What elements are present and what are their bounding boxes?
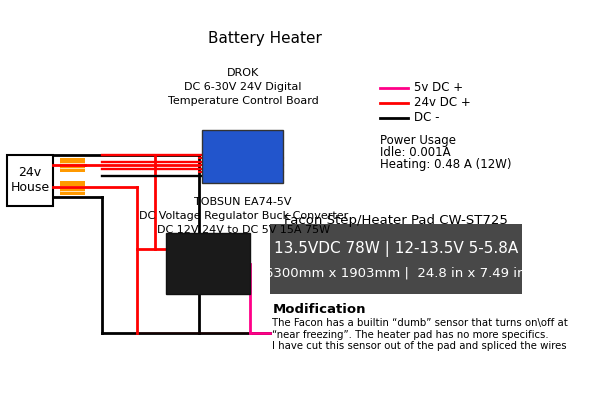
Text: DROK
DC 6-30V 24V Digital
Temperature Control Board: DROK DC 6-30V 24V Digital Temperature Co…: [168, 68, 319, 106]
Text: I have cut this sensor out of the pad and spliced the wires: I have cut this sensor out of the pad an…: [272, 341, 567, 351]
Text: 24v
House: 24v House: [10, 166, 50, 195]
Text: TOBSUN EA74-5V
DC Voltage Regulator Buck Converter
DC 12V 24V to DC 5V 15A 75W: TOBSUN EA74-5V DC Voltage Regulator Buck…: [139, 197, 348, 235]
Text: Heating: 0.48 A (12W): Heating: 0.48 A (12W): [380, 158, 512, 171]
Bar: [269, 224, 521, 294]
Bar: [60, 158, 85, 173]
Bar: [7, 155, 53, 206]
Text: 24v DC +: 24v DC +: [414, 96, 470, 109]
Text: “near freezing”. The heater pad has no more specifics.: “near freezing”. The heater pad has no m…: [272, 330, 549, 340]
Text: Modification: Modification: [272, 303, 366, 316]
Bar: [202, 130, 283, 183]
Text: 5v DC +: 5v DC +: [414, 81, 463, 94]
Bar: [166, 233, 250, 294]
Text: Battery Heater: Battery Heater: [208, 31, 322, 46]
Text: 13.5VDC 78W | 12-13.5V 5-5.8A: 13.5VDC 78W | 12-13.5V 5-5.8A: [274, 242, 518, 257]
Bar: [60, 181, 85, 195]
Text: Power Usage: Power Usage: [380, 133, 456, 147]
Text: DC -: DC -: [414, 111, 439, 124]
Text: 6300mm x 1903mm |  24.8 in x 7.49 in: 6300mm x 1903mm | 24.8 in x 7.49 in: [265, 266, 526, 279]
Text: Facon Step/Heater Pad CW-ST725: Facon Step/Heater Pad CW-ST725: [284, 214, 508, 227]
Text: Idle: 0.001A: Idle: 0.001A: [380, 146, 451, 159]
Text: The Facon has a builtin “dumb” sensor that turns on\off at: The Facon has a builtin “dumb” sensor th…: [272, 318, 568, 328]
